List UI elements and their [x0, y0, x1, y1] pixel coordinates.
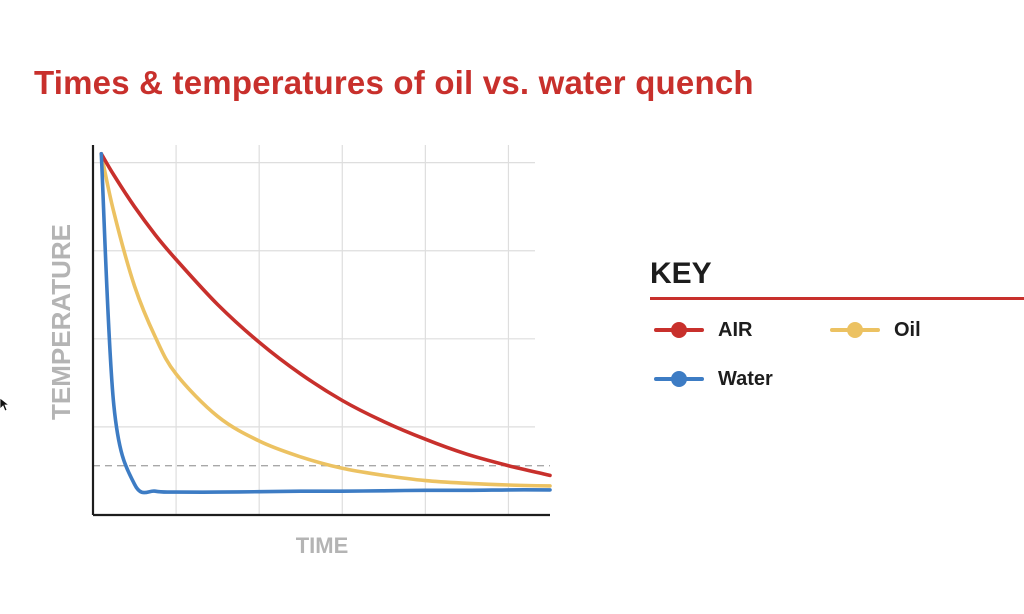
- series-line-air: [99, 152, 552, 478]
- legend-swatch-icon: [654, 367, 704, 391]
- y-axis-label: TEMPERATURE: [46, 224, 76, 420]
- x-axis-label: TIME: [296, 533, 349, 558]
- legend-label: AIR: [718, 318, 753, 341]
- legend-item-water: Water: [654, 367, 773, 391]
- legend-swatch-dot: [671, 322, 687, 338]
- legend-swatch-dot: [847, 322, 863, 338]
- series-line-oil: [99, 152, 552, 488]
- legend-item-oil: Oil: [830, 318, 921, 342]
- legend-swatch-icon: [654, 318, 704, 342]
- legend-item-air: AIR: [654, 318, 752, 342]
- legend-divider: [650, 297, 1024, 300]
- legend-label: Oil: [894, 318, 921, 341]
- legend-title: KEY: [650, 257, 712, 290]
- legend-label: Water: [718, 367, 773, 390]
- legend-swatch-dot: [671, 371, 687, 387]
- chart-axes: [91, 145, 550, 517]
- mouse-cursor-icon: [0, 398, 10, 412]
- chart-series: [99, 152, 552, 495]
- legend-swatch-icon: [830, 318, 880, 342]
- chart-title: Times & temperatures of oil vs. water qu…: [34, 64, 754, 101]
- series-line-water: [99, 152, 552, 495]
